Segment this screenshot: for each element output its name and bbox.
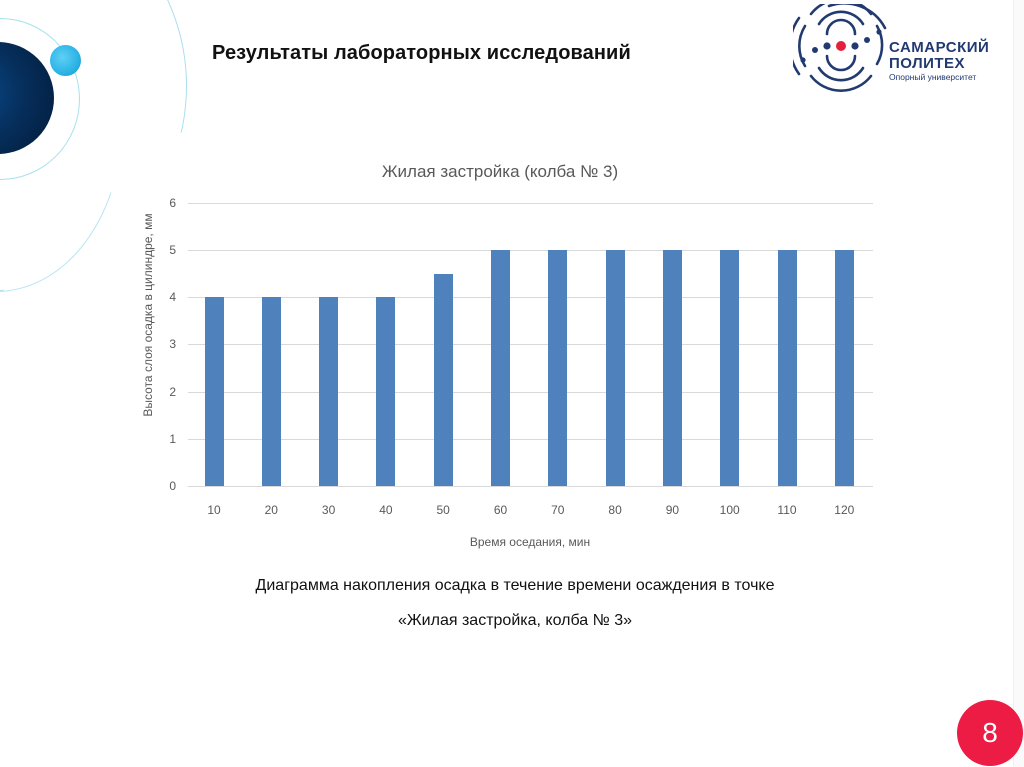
logo-line-2: ПОЛИТЕХ: [889, 55, 966, 72]
bar-chart: Жилая застройка (колба № 3) Высота слоя …: [141, 162, 873, 549]
bar-80: [605, 250, 625, 486]
logo-name: САМАРСКИЙ ПОЛИТЕХ: [889, 40, 989, 72]
logo-line-1: САМАРСКИЙ: [889, 39, 990, 56]
gridline: [188, 344, 873, 345]
y-tick-label: 5: [169, 243, 176, 257]
y-axis-label: Высота слоя осадка в цилиндре, мм: [141, 213, 155, 417]
page-number-badge: 8: [957, 700, 1023, 766]
university-logo: САМАРСКИЙ ПОЛИТЕХ Опорный университет: [788, 0, 998, 96]
bar-120: [834, 250, 854, 486]
x-tick-label: 70: [551, 503, 565, 517]
y-tick-label: 3: [169, 337, 176, 351]
gridline: [188, 250, 873, 251]
bar-20: [261, 297, 281, 486]
bar-110: [777, 250, 797, 486]
x-tick-label: 10: [207, 503, 221, 517]
gridline: [188, 392, 873, 393]
slide-title: Результаты лабораторных исследований: [212, 42, 631, 64]
x-tick-label: 90: [665, 503, 680, 517]
gridline: [188, 439, 873, 440]
y-tick-label: 0: [169, 479, 176, 493]
x-tick-label: 100: [719, 503, 740, 517]
bar-30: [319, 297, 339, 486]
logo-tagline: Опорный университет: [889, 72, 977, 82]
y-tick-label: 4: [169, 290, 176, 304]
chart-caption-line-2: «Жилая застройка, колба № 3»: [398, 612, 632, 629]
bar-40: [376, 297, 396, 486]
gridline: [188, 297, 873, 298]
y-tick-label: 2: [169, 385, 176, 399]
y-tick-label: 6: [169, 196, 176, 210]
x-tick-label: 80: [608, 503, 622, 517]
x-tick-label: 30: [321, 503, 336, 517]
x-tick-label: 110: [777, 503, 797, 517]
x-tick-label: 20: [264, 503, 278, 517]
right-edge-strip: [1013, 0, 1024, 767]
logo-emblem-icon: [788, 0, 887, 92]
x-tick-label: 40: [379, 503, 393, 517]
x-tick-label: 60: [493, 503, 508, 517]
bar-70: [548, 250, 568, 486]
bar-60: [491, 250, 510, 486]
chart-title: Жилая застройка (колба № 3): [381, 162, 619, 181]
gridline: [188, 486, 873, 487]
y-tick-label: 1: [169, 432, 176, 446]
bar-100: [720, 250, 740, 486]
bar-50: [433, 273, 453, 486]
x-axis-label: Время оседания, мин: [469, 535, 591, 549]
gridline: [188, 203, 873, 204]
bar-10: [204, 297, 224, 486]
bar-90: [662, 250, 682, 486]
x-tick-label: 120: [834, 503, 855, 517]
x-tick-label: 50: [436, 503, 450, 517]
chart-caption-line-1: Диаграмма накопления осадка в течение вр…: [255, 577, 775, 594]
